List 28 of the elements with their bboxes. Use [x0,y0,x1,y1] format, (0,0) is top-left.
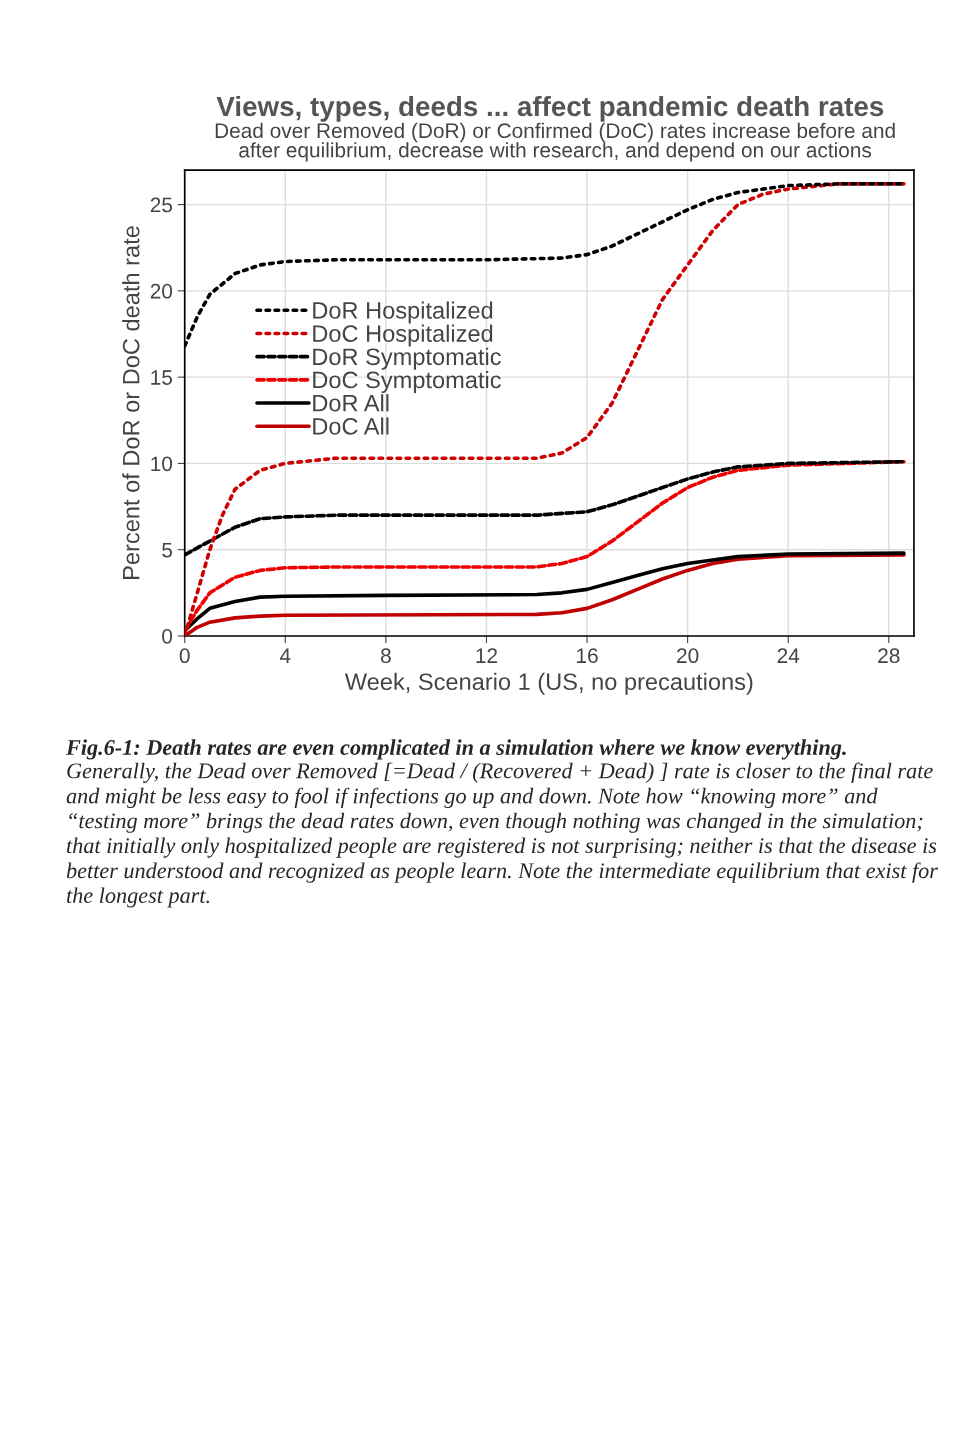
caption: Fig.6-1: Death rates are even complicated in a simulation where we know everything. [66,739,846,760]
legend-label: DoC Hospitalized [313,324,493,347]
x-tick-label: 28 [878,648,900,664]
x-axis-title: Week, Scenario 1 (US, no precautions) [344,672,753,695]
x-tick-label: 20 [677,648,699,664]
y-tick-label: 5 [162,542,173,558]
legend-label: DoR Hospitalized [313,301,493,324]
legend-label: DoC Symptomatic [313,370,501,393]
line-series [184,459,906,633]
x-tick-label: 12 [476,648,497,663]
x-tick-label: 0 [179,648,190,664]
x-tick-label: 16 [577,648,598,664]
y-tick-label: 0 [162,628,173,644]
y-tick-label: 20 [150,283,173,299]
legend-label: DoR Symptomatic [313,347,501,370]
y-tick-label: 25 [150,197,173,213]
y-tick-label: 10 [151,456,173,472]
legend-label: DoR All [313,394,389,412]
y-tick-label: 15 [151,370,173,385]
chart-subtitle: Dead over Removed (DoR) or Confirmed (DoC) rates increase before and after equilibrium, decrease with research, and depend on our actions [215,122,895,162]
legend-label: DoC All [313,417,389,435]
text: Generally, the Dead over Removed [=Dead / (Recovered + Dead) ] rate is closer to the final rate and might be less easy to fool if infections go up and down. Note how “knowing more” and “testing more” brings the dead rates down, even though nothing was changed in the simulation; that initially only hospitalized people are registered is not surprising; neither is that the disease is better understood and recognized as people learn. Note the intermediate equilibrium that exist for the longest part. [66,762,938,908]
x-tick-label: 8 [380,648,391,664]
x-tick-label: 24 [777,648,800,663]
chart-title: Views, types, deeds ... affect pandemic death rates [216,95,884,122]
y-axis-title: Percent of DoR or DoC death rate [122,226,140,579]
line-series [184,182,906,636]
x-tick-label: 4 [279,648,291,663]
